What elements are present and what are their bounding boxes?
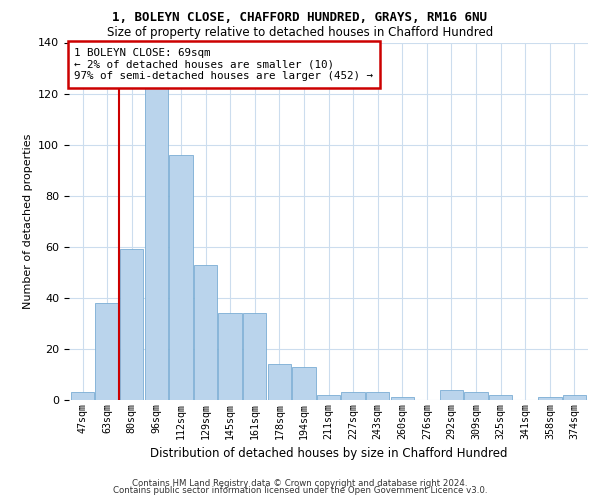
Bar xyxy=(391,398,414,400)
Bar xyxy=(95,303,119,400)
Bar xyxy=(194,264,217,400)
Text: Size of property relative to detached houses in Chafford Hundred: Size of property relative to detached ho… xyxy=(107,26,493,39)
Bar xyxy=(341,392,365,400)
Bar xyxy=(243,313,266,400)
Bar xyxy=(563,395,586,400)
Bar xyxy=(169,155,193,400)
Text: Contains public sector information licensed under the Open Government Licence v3: Contains public sector information licen… xyxy=(113,486,487,495)
Text: 1, BOLEYN CLOSE, CHAFFORD HUNDRED, GRAYS, RM16 6NU: 1, BOLEYN CLOSE, CHAFFORD HUNDRED, GRAYS… xyxy=(113,11,487,24)
Text: 1 BOLEYN CLOSE: 69sqm
← 2% of detached houses are smaller (10)
97% of semi-detac: 1 BOLEYN CLOSE: 69sqm ← 2% of detached h… xyxy=(74,48,373,81)
Bar xyxy=(489,395,512,400)
Bar xyxy=(120,250,143,400)
Y-axis label: Number of detached properties: Number of detached properties xyxy=(23,134,32,309)
Bar xyxy=(292,367,316,400)
Bar xyxy=(440,390,463,400)
Bar xyxy=(145,68,168,400)
Bar xyxy=(317,395,340,400)
Bar xyxy=(464,392,488,400)
Bar xyxy=(366,392,389,400)
Bar xyxy=(218,313,242,400)
X-axis label: Distribution of detached houses by size in Chafford Hundred: Distribution of detached houses by size … xyxy=(150,447,507,460)
Bar xyxy=(268,364,291,400)
Bar xyxy=(538,398,562,400)
Text: Contains HM Land Registry data © Crown copyright and database right 2024.: Contains HM Land Registry data © Crown c… xyxy=(132,478,468,488)
Bar xyxy=(71,392,94,400)
